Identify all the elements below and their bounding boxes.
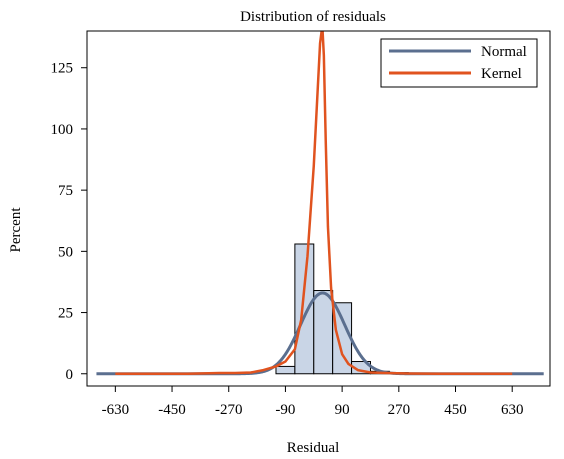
legend-label-normal: Normal [481, 44, 527, 60]
x-tick-label: 450 [444, 402, 467, 418]
x-tick-label: -450 [158, 402, 186, 418]
x-tick-label: 630 [501, 402, 524, 418]
y-tick-label: 50 [58, 244, 73, 260]
y-tick-label: 25 [58, 306, 73, 322]
chart-title: Distribution of residuals [240, 9, 386, 25]
y-axis-label: Percent [8, 207, 24, 253]
plot-content [96, 31, 544, 376]
x-axis-label: Residual [287, 440, 340, 456]
legend-label-kernel: Kernel [481, 66, 522, 82]
kernel-density-line [115, 31, 513, 376]
y-tick-label: 0 [66, 367, 74, 383]
legend-box [380, 38, 538, 88]
plot-frame [86, 30, 551, 387]
axes: -630 -450 -270 -90 90 270 450 630 0 25 50 75 100 125 [51, 61, 524, 418]
x-tick-label: 270 [388, 402, 411, 418]
y-tick-label: 125 [51, 61, 74, 77]
plot-area [96, 31, 544, 376]
histogram-bar [275, 365, 296, 375]
y-tick-label: 100 [51, 122, 74, 138]
y-tick-label: 75 [58, 183, 73, 199]
x-tick-label: -630 [102, 402, 130, 418]
legend: Normal Kernel [380, 38, 538, 88]
x-tick-label: -270 [215, 402, 243, 418]
histogram-bar [313, 290, 334, 375]
histogram-bar [294, 243, 315, 375]
x-tick-label: 90 [335, 402, 350, 418]
x-tick-label: -90 [275, 402, 295, 418]
